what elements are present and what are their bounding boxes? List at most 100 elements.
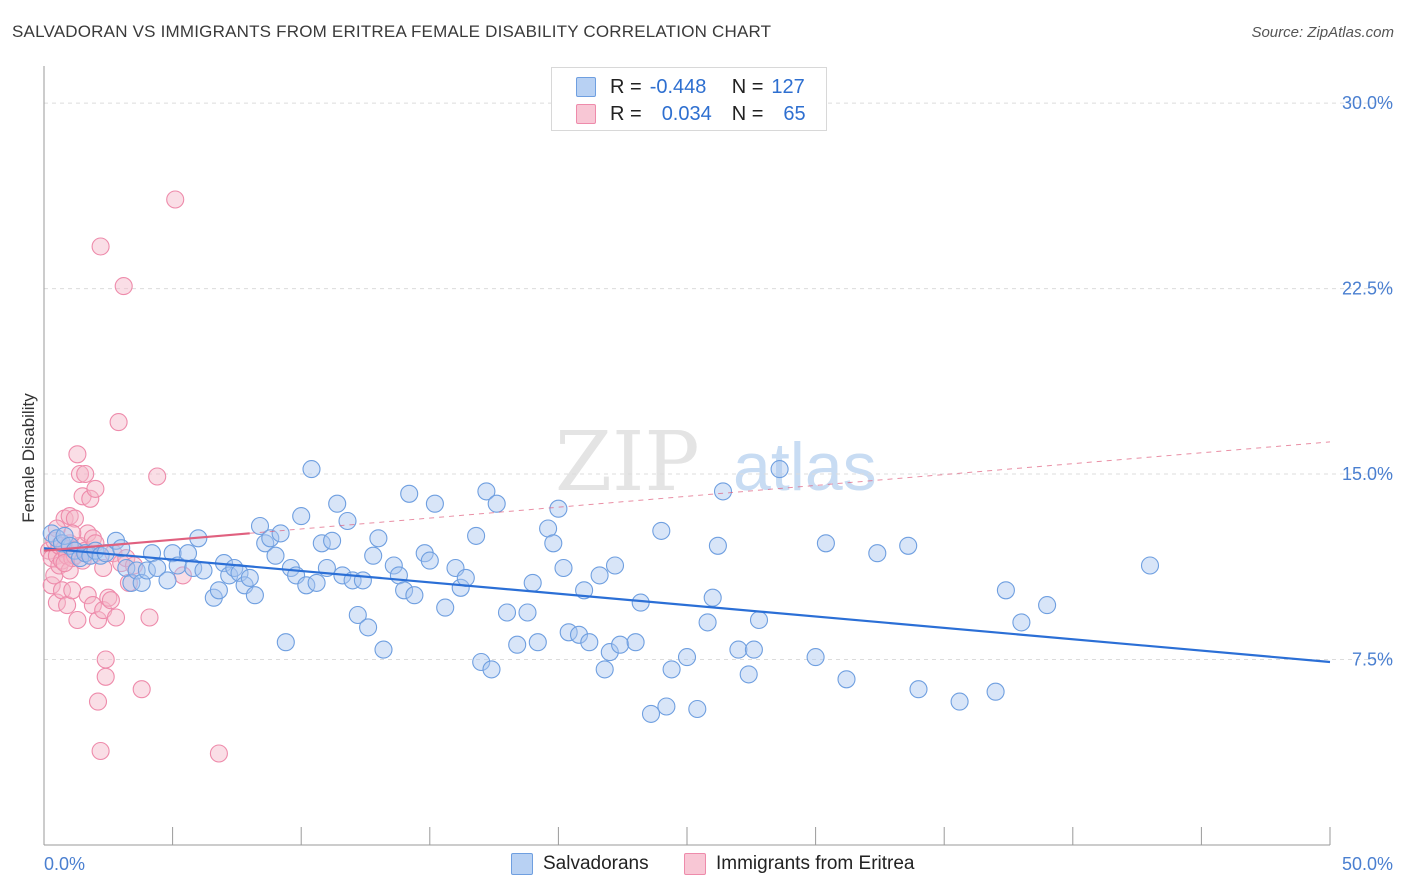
bottom-legend-swatch-pink: [684, 853, 706, 875]
data-point: [328, 494, 347, 513]
data-point: [158, 571, 177, 590]
data-point: [312, 534, 331, 553]
eritrea-points: [40, 190, 228, 763]
data-point: [497, 603, 517, 622]
data-point: [652, 521, 671, 540]
data-point: [91, 741, 110, 761]
data-point: [78, 586, 97, 605]
data-point: [307, 573, 326, 592]
legend-n-label: N =: [731, 102, 764, 125]
legend-row-eritrea: R = 0.034 N = 65: [576, 101, 806, 127]
data-point: [140, 608, 159, 627]
data-point: [605, 556, 625, 575]
data-point: [353, 571, 372, 590]
axes: [43, 66, 1331, 846]
data-point: [91, 237, 110, 256]
source-label: Source: ZipAtlas.com: [1251, 24, 1394, 41]
data-point: [569, 625, 589, 644]
data-point: [96, 650, 115, 669]
data-point: [96, 667, 115, 686]
data-point: [996, 581, 1015, 600]
watermark-zip: ZIP: [555, 415, 700, 510]
data-point: [65, 509, 84, 528]
data-point: [806, 648, 825, 667]
legend-n-value: 127: [771, 75, 805, 98]
y-tick-label: 7.5%: [1352, 650, 1393, 670]
bottom-legend-salvadorans: Salvadorans: [511, 851, 649, 877]
data-point: [688, 699, 707, 719]
data-point: [559, 623, 578, 642]
data-point: [250, 516, 270, 536]
data-point: [580, 633, 599, 652]
data-point: [60, 507, 79, 526]
data-point: [271, 524, 290, 543]
data-point: [78, 524, 97, 543]
data-point: [477, 482, 496, 501]
data-point: [106, 608, 126, 627]
data-point: [549, 499, 568, 518]
data-point: [713, 482, 733, 501]
data-point: [698, 613, 717, 632]
data-point: [590, 566, 609, 585]
x-tick-label: 50.0%: [1342, 854, 1393, 874]
chart-title: SALVADORAN VS IMMIGRANTS FROM ERITREA FE…: [12, 22, 772, 41]
data-point: [109, 413, 128, 432]
data-point: [209, 581, 228, 600]
data-point: [132, 680, 151, 699]
data-point: [420, 551, 439, 570]
data-point: [899, 536, 918, 555]
data-point: [245, 586, 264, 605]
y-axis-label: Female Disability: [19, 393, 38, 523]
data-point: [240, 568, 259, 587]
data-point: [739, 665, 758, 684]
bottom-legend-eritrea: Immigrants from Eritrea: [684, 851, 914, 877]
data-point: [487, 494, 506, 513]
data-point: [708, 536, 727, 555]
legend-swatch-blue: [576, 77, 596, 97]
legend-n-label: N =: [731, 75, 764, 98]
data-point: [950, 692, 969, 711]
data-point: [266, 546, 285, 565]
data-point: [81, 489, 100, 508]
data-point: [101, 591, 120, 610]
data-point: [662, 660, 681, 679]
data-point: [63, 581, 82, 600]
data-point: [467, 526, 486, 545]
data-point: [729, 640, 748, 659]
data-point: [209, 744, 228, 763]
data-point: [1012, 613, 1031, 632]
data-point: [99, 588, 118, 607]
data-point: [369, 529, 388, 548]
eritrea-trend-line-solid: [43, 532, 250, 552]
legend-n-value: 65: [783, 102, 806, 125]
data-point: [1140, 556, 1160, 575]
salvadoran-trend-line: [43, 547, 1331, 664]
data-point: [405, 586, 424, 605]
data-point: [55, 526, 74, 545]
x-tick-label: 0.0%: [44, 854, 85, 874]
data-point: [744, 640, 763, 659]
watermark: ZIP atlas: [555, 415, 877, 510]
data-point: [456, 568, 475, 587]
data-point: [508, 635, 527, 654]
data-point: [384, 556, 403, 575]
data-point: [400, 484, 419, 503]
legend-r-label: R =: [610, 75, 642, 98]
data-point: [374, 640, 393, 659]
y-tick-label: 22.5%: [1342, 279, 1393, 299]
data-point: [88, 610, 108, 630]
data-point: [166, 190, 185, 209]
eritrea-trend-line-dashed: [249, 441, 1331, 534]
data-point: [359, 618, 378, 637]
data-point: [436, 598, 455, 617]
data-point: [528, 633, 547, 652]
bottom-legend-label: Immigrants from Eritrea: [716, 853, 915, 874]
data-point: [114, 277, 133, 296]
data-point: [117, 549, 136, 568]
data-point: [348, 605, 367, 625]
data-point: [518, 603, 537, 622]
data-point: [323, 531, 342, 550]
data-point: [338, 511, 357, 531]
y-tick-label: 30.0%: [1342, 93, 1393, 113]
data-point: [611, 635, 630, 654]
